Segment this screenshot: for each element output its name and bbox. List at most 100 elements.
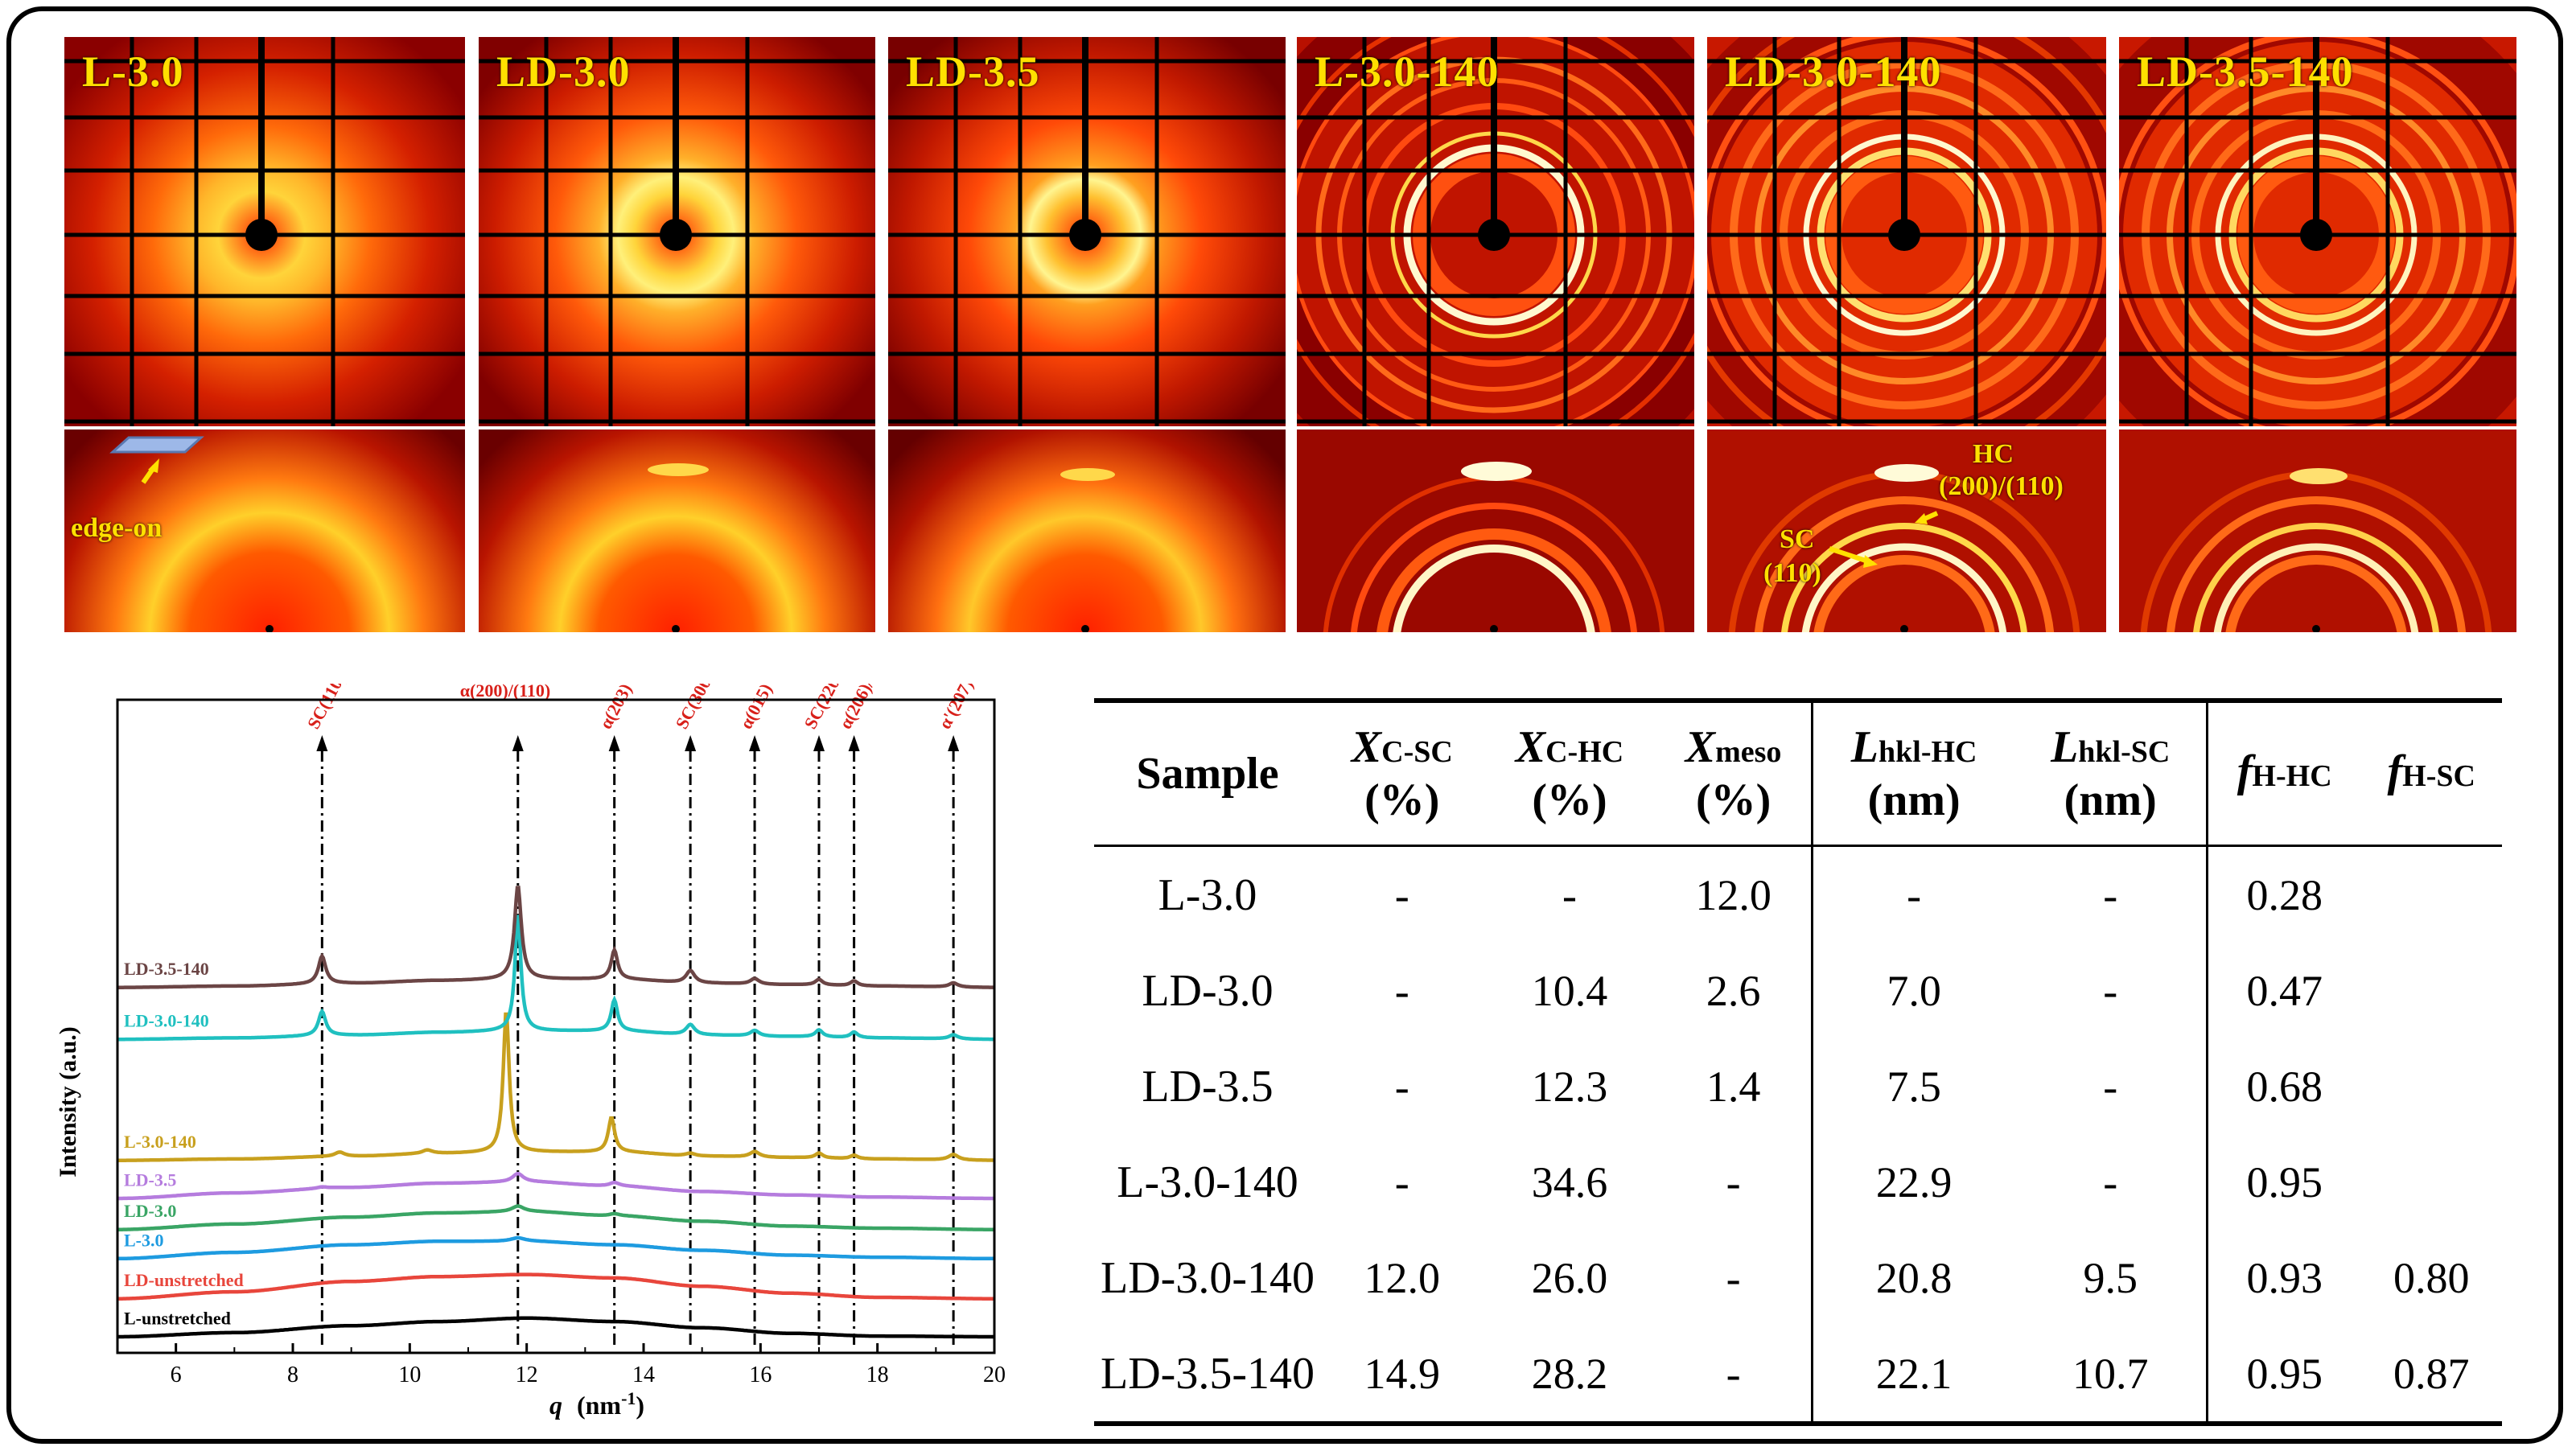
x-tick-label: 8	[287, 1363, 298, 1387]
x-tick-label: 12	[516, 1363, 538, 1387]
series-label: L-3.0-140	[124, 1132, 196, 1152]
series-label: LD-3.0-140	[124, 1011, 209, 1031]
panel-label: LD-3.5	[906, 47, 1040, 96]
peak-arrow	[848, 735, 860, 751]
table-cell: L-3.0-140	[1117, 1157, 1298, 1207]
y-axis-label: Intensity (a.u.)	[55, 1026, 81, 1178]
table-cell: 10.4	[1531, 966, 1608, 1015]
series-label: LD-3.5-140	[124, 959, 209, 979]
parameters-table: Sample XC-SC (%) XC-HC (%) Xmeso (%) Lhkl-H…	[1094, 698, 2502, 1426]
table-row: LD-3.0-140 12.0 26.0 - 20.8 9.5 0.93 0.8…	[1094, 1230, 2502, 1326]
x-tick-label: 6	[171, 1363, 182, 1387]
table-cell: 26.0	[1531, 1253, 1608, 1302]
waxs-edge-panel-ld-3-5-140	[2119, 430, 2516, 632]
col-header-lhkl-hc: Lhkl-HC (nm)	[1810, 701, 2015, 846]
col-header-lhkl-sc: Lhkl-SC (nm)	[2051, 722, 2171, 825]
table-cell	[2360, 846, 2502, 943]
peak-label: α(200)/(110)	[460, 684, 550, 701]
table-cell: -	[2103, 1062, 2118, 1111]
table-cell: 28.2	[1531, 1349, 1608, 1398]
series-line	[117, 1316, 994, 1339]
waxs-panel-ld-3-5: LD-3.5	[888, 37, 1286, 426]
waxs-edge-panel-l-3-0: edge-on	[64, 430, 465, 632]
series-group	[117, 886, 994, 1339]
table-cell: 12.0	[1695, 870, 1772, 919]
col-header-fh-hc: fH-HC	[2205, 701, 2361, 846]
table-row: L-3.0 - - 12.0 - - 0.28	[1094, 845, 2502, 943]
table-cell: -	[1394, 1062, 1409, 1111]
series-line	[117, 1204, 994, 1231]
series-line	[117, 915, 994, 1042]
table-cell: -	[1726, 1253, 1741, 1302]
table-cell: 12.0	[1364, 1253, 1441, 1302]
col-header-xc-hc: XC-HC (%)	[1515, 722, 1624, 825]
waxs-edge-panel-ld-3-0	[479, 430, 875, 632]
table-cell: -	[1394, 870, 1409, 919]
x-tick-label: 20	[983, 1363, 1006, 1387]
table-header-row: Sample XC-SC (%) XC-HC (%) Xmeso (%) Lhkl-H…	[1094, 701, 2502, 846]
hc-peak-label-indices: (200)/(110)	[1939, 471, 2064, 501]
table-cell: -	[1562, 870, 1577, 919]
sc-peak-label-indices: (110)	[1763, 558, 1821, 588]
series-label: L-unstretched	[124, 1309, 231, 1329]
table-cell: 0.80	[2393, 1253, 2470, 1302]
table-cell: -	[2103, 966, 2118, 1015]
table-row: LD-3.5-140 14.9 28.2 - 22.1 10.7 0.95 0.…	[1094, 1326, 2502, 1424]
x-tick-label: 10	[398, 1363, 421, 1387]
table-cell: -	[1394, 1157, 1409, 1206]
panel-label: LD-3.0-140	[1725, 47, 1942, 96]
x-tick-label: 18	[866, 1363, 889, 1387]
table-cell: 0.95	[2205, 1326, 2361, 1424]
peak-arrow	[316, 735, 328, 751]
table-cell: 0.95	[2205, 1134, 2361, 1230]
table-cell: LD-3.5-140	[1101, 1348, 1315, 1399]
x-axis-label: q (nm-1)	[549, 1388, 644, 1420]
x-tick-label: 14	[632, 1363, 655, 1387]
panel-label: LD-3.5-140	[2137, 47, 2354, 96]
peak-arrow	[813, 735, 825, 751]
table-cell: 22.1	[1810, 1326, 2015, 1424]
table-cell: LD-3.5	[1142, 1061, 1274, 1112]
peak-label: SC(110)	[303, 684, 349, 732]
hc-peak-label: HC	[1973, 439, 2014, 469]
table-row: LD-3.5 - 12.3 1.4 7.5 - 0.68	[1094, 1038, 2502, 1134]
col-header-xc-sc: XC-SC (%)	[1351, 722, 1453, 825]
panel-label: L-3.0-140	[1315, 47, 1500, 96]
table-cell: 0.87	[2393, 1349, 2470, 1398]
table-cell: -	[1394, 966, 1409, 1015]
series-label: L-3.0	[124, 1230, 164, 1250]
waxs-panel-l-3-0: L-3.0	[64, 37, 465, 426]
table-cell	[2360, 1038, 2502, 1134]
waxs-edge-panel-l-3-0-140	[1297, 430, 1694, 632]
peak-arrow	[749, 735, 761, 751]
table-cell: LD-3.0	[1142, 965, 1274, 1016]
chart-axes: 6 8 10 12 14 16 18 20	[116, 698, 1006, 1387]
table-cell	[2360, 1134, 2502, 1230]
table-cell: 0.68	[2205, 1038, 2361, 1134]
panel-label: LD-3.0	[496, 47, 631, 96]
table-cell: 9.5	[2083, 1253, 2138, 1302]
table-cell: 34.6	[1531, 1157, 1608, 1206]
series-label: LD-unstretched	[124, 1270, 244, 1290]
col-header-fh-sc: fH-SC	[2387, 746, 2475, 796]
table-cell: -	[2103, 1157, 2118, 1206]
col-header-sample: Sample	[1136, 749, 1279, 799]
series-line	[117, 1012, 994, 1162]
peak-label: α(203)	[595, 684, 636, 732]
peak-arrow	[948, 735, 960, 751]
series-line	[117, 1272, 994, 1301]
peak-label: SC(300)/(030)	[671, 684, 738, 732]
series-labels: L-unstretched LD-unstretched L-3.0 LD-3.0 LD…	[124, 959, 244, 1328]
peak-labels: SC(110) α(200)/(110) α(203) SC(300)/(030)α(…	[303, 684, 998, 732]
peak-label: α(015)	[735, 684, 776, 732]
table-cell: 20.8	[1810, 1230, 2015, 1326]
waxs-panel-ld-3-0-140: LD-3.0-140	[1707, 37, 2106, 426]
col-header-xmeso: Xmeso (%)	[1685, 722, 1782, 825]
series-line	[117, 1171, 994, 1201]
series-label: LD-3.5	[124, 1170, 176, 1190]
table-cell: 0.93	[2205, 1230, 2361, 1326]
waxs-panel-l-3-0-140: L-3.0-140	[1297, 37, 1694, 426]
table-cell: -	[1810, 845, 2015, 943]
waxs-edge-panel-ld-3-0-140: HC (200)/(110) SC (110)	[1707, 430, 2106, 632]
peak-guide-lines	[316, 735, 960, 1345]
